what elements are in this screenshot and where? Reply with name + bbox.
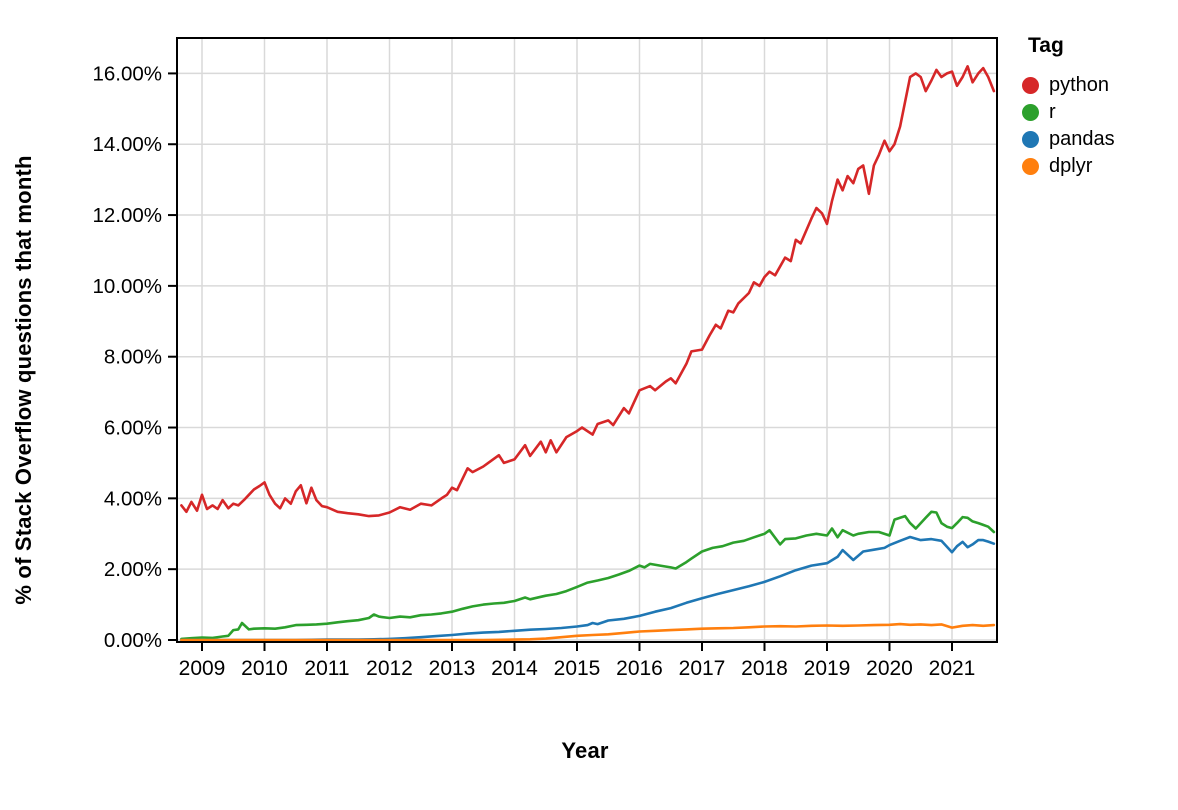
x-tick-label: 2009 <box>179 657 226 680</box>
x-axis-title: Year <box>561 738 609 763</box>
legend-label: python <box>1049 74 1110 96</box>
x-tick-label: 2014 <box>491 657 538 680</box>
legend-label: dplyr <box>1049 155 1093 177</box>
y-tick-label: 4.00% <box>104 487 162 510</box>
y-tick-label: 12.00% <box>92 204 162 227</box>
series-line-dplyr <box>180 622 996 642</box>
legend-title: Tag <box>1028 34 1064 57</box>
legend-dot-python-icon <box>1022 77 1039 94</box>
y-tick-label: 10.00% <box>92 275 162 298</box>
y-axis-title: % of Stack Overflow questions that month <box>11 155 36 605</box>
legend-item-dplyr: dplyr <box>1022 153 1115 180</box>
legend-item-python: python <box>1022 72 1115 99</box>
panel-border <box>176 37 998 643</box>
legend-item-pandas: pandas <box>1022 126 1115 153</box>
y-tick-label: 2.00% <box>104 558 162 581</box>
y-tick-label: 0.00% <box>104 629 162 652</box>
series-line-r <box>180 510 996 641</box>
legend-dot-r-icon <box>1022 104 1039 121</box>
x-tick-label: 2016 <box>616 657 663 680</box>
x-tick-label: 2011 <box>304 657 349 680</box>
x-tick-label: 2017 <box>679 657 726 680</box>
y-tick-label: 16.00% <box>92 62 162 85</box>
legend-dot-pandas-icon <box>1022 131 1039 148</box>
x-tick-label: 2018 <box>741 657 788 680</box>
y-tick-label: 8.00% <box>104 346 162 369</box>
x-tick-label: 2021 <box>929 657 976 680</box>
series-line-python <box>180 65 996 518</box>
x-tick-label: 2010 <box>241 657 288 680</box>
x-tick-label: 2019 <box>804 657 851 680</box>
series-line-pandas <box>180 535 996 642</box>
x-tick-label: 2012 <box>366 657 413 680</box>
x-tick-label: 2015 <box>554 657 601 680</box>
legend: Tag python r pandas dplyr <box>1022 34 1115 180</box>
legend-dot-dplyr-icon <box>1022 158 1039 175</box>
legend-label: r <box>1049 101 1056 123</box>
x-tick-label: 2020 <box>866 657 913 680</box>
legend-label: pandas <box>1049 128 1115 150</box>
y-tick-label: 14.00% <box>92 133 162 156</box>
legend-item-r: r <box>1022 99 1115 126</box>
x-tick-label: 2013 <box>429 657 476 680</box>
y-tick-label: 6.00% <box>104 417 162 440</box>
